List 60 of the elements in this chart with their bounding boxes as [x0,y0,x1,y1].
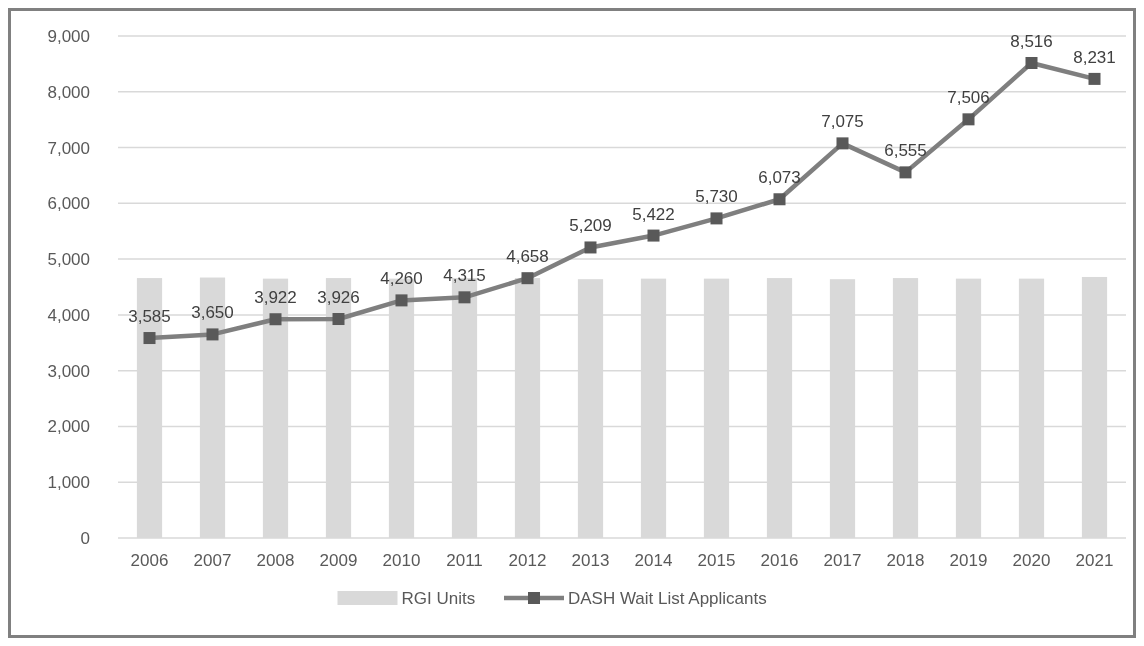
x-tick-label: 2015 [697,551,736,570]
point [269,313,282,326]
point [647,229,660,242]
y-tick-label: 1,000 [47,473,90,493]
data-label: 6,073 [758,168,801,188]
data-label: 8,231 [1073,47,1116,67]
data-label: 4,260 [380,269,423,289]
point [836,137,849,150]
x-tick-label: 2012 [508,551,547,570]
x-tick-label: 2008 [256,551,295,570]
data-label: 5,730 [695,187,738,207]
data-label: 3,650 [191,303,234,323]
y-tick-label: 9,000 [47,26,90,46]
x-tick-label: 2016 [760,551,799,570]
x-tick-label: 2020 [1012,551,1051,570]
y-tick-label: 5,000 [47,250,90,270]
x-tick-label: 2007 [193,551,232,570]
x-tick-label: 2010 [382,551,421,570]
x-tick-label: 2021 [1075,551,1114,570]
point [458,291,471,304]
data-label: 5,422 [632,204,675,224]
point [962,113,975,126]
y-tick-label: 8,000 [47,82,90,102]
y-tick-label: 2,000 [47,417,90,437]
point [584,241,597,254]
point [773,193,786,206]
point [332,313,345,326]
data-label: 4,315 [443,266,486,286]
legend-label: DASH Wait List Applicants [568,588,767,608]
x-tick-label: 2011 [446,551,483,570]
data-label: 3,585 [128,307,171,327]
point [899,166,912,179]
x-tick-label: 2017 [823,551,862,570]
x-tick-label: 2013 [571,551,610,570]
y-tick-label: 3,000 [47,361,90,381]
data-label: 8,516 [1010,32,1053,51]
point [206,328,219,341]
point [710,212,723,225]
point [143,332,156,345]
y-tick-label: 7,000 [47,138,90,158]
x-tick-label: 2009 [319,551,358,570]
data-label: 7,506 [947,88,990,108]
point [395,294,408,307]
x-tick-label: 2018 [886,551,925,570]
point [521,272,534,285]
data-label: 3,926 [317,288,360,308]
x-tick-label: 2019 [949,551,988,570]
point [1025,57,1038,69]
y-tick-label: 6,000 [47,194,90,214]
legend-label: RGI Units [401,588,476,608]
x-tick-label: 2014 [634,551,673,570]
data-label: 7,075 [821,112,864,132]
y-tick-label: 4,000 [47,305,90,325]
y-tick-label: 0 [80,528,90,548]
data-label: 4,658 [506,247,549,267]
point [1088,72,1101,85]
data-label: 6,555 [884,141,927,161]
data-label: 3,922 [254,288,297,308]
x-tick-label: 2006 [130,551,169,570]
data-label: 5,209 [569,216,612,236]
